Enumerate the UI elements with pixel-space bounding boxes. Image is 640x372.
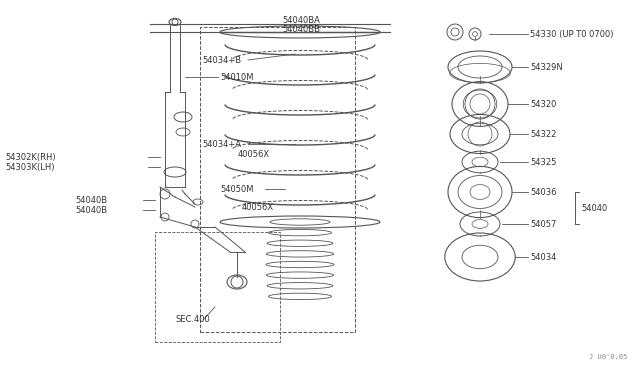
- Text: 54322: 54322: [530, 129, 556, 138]
- Text: 54320: 54320: [530, 99, 556, 109]
- Text: 54040: 54040: [581, 203, 607, 212]
- Text: J U0'0.05: J U0'0.05: [589, 354, 627, 360]
- Bar: [200, 27, 355, 332]
- Text: 40056X: 40056X: [242, 202, 274, 212]
- Text: 54040B: 54040B: [75, 205, 107, 215]
- Text: 54034+A: 54034+A: [202, 140, 241, 148]
- Text: 40056X: 40056X: [238, 150, 270, 158]
- Text: 54303K(LH): 54303K(LH): [5, 163, 54, 171]
- Text: 54330 (UP T0 0700): 54330 (UP T0 0700): [530, 29, 614, 38]
- Text: 54302K(RH): 54302K(RH): [5, 153, 56, 161]
- Text: SEC.400: SEC.400: [175, 315, 210, 324]
- Text: 54034+B: 54034+B: [202, 55, 241, 64]
- Bar: [155, 232, 280, 342]
- Text: 54010M: 54010M: [220, 73, 253, 81]
- Text: 54329N: 54329N: [530, 62, 563, 71]
- Text: 54040BB: 54040BB: [282, 25, 320, 33]
- Text: 54325: 54325: [530, 157, 556, 167]
- Text: 54036: 54036: [530, 187, 557, 196]
- Text: 54040B: 54040B: [75, 196, 107, 205]
- Text: 54040BA: 54040BA: [282, 16, 320, 25]
- Text: 54050M: 54050M: [220, 185, 253, 193]
- Text: 54057: 54057: [530, 219, 556, 228]
- Text: 54034: 54034: [530, 253, 556, 262]
